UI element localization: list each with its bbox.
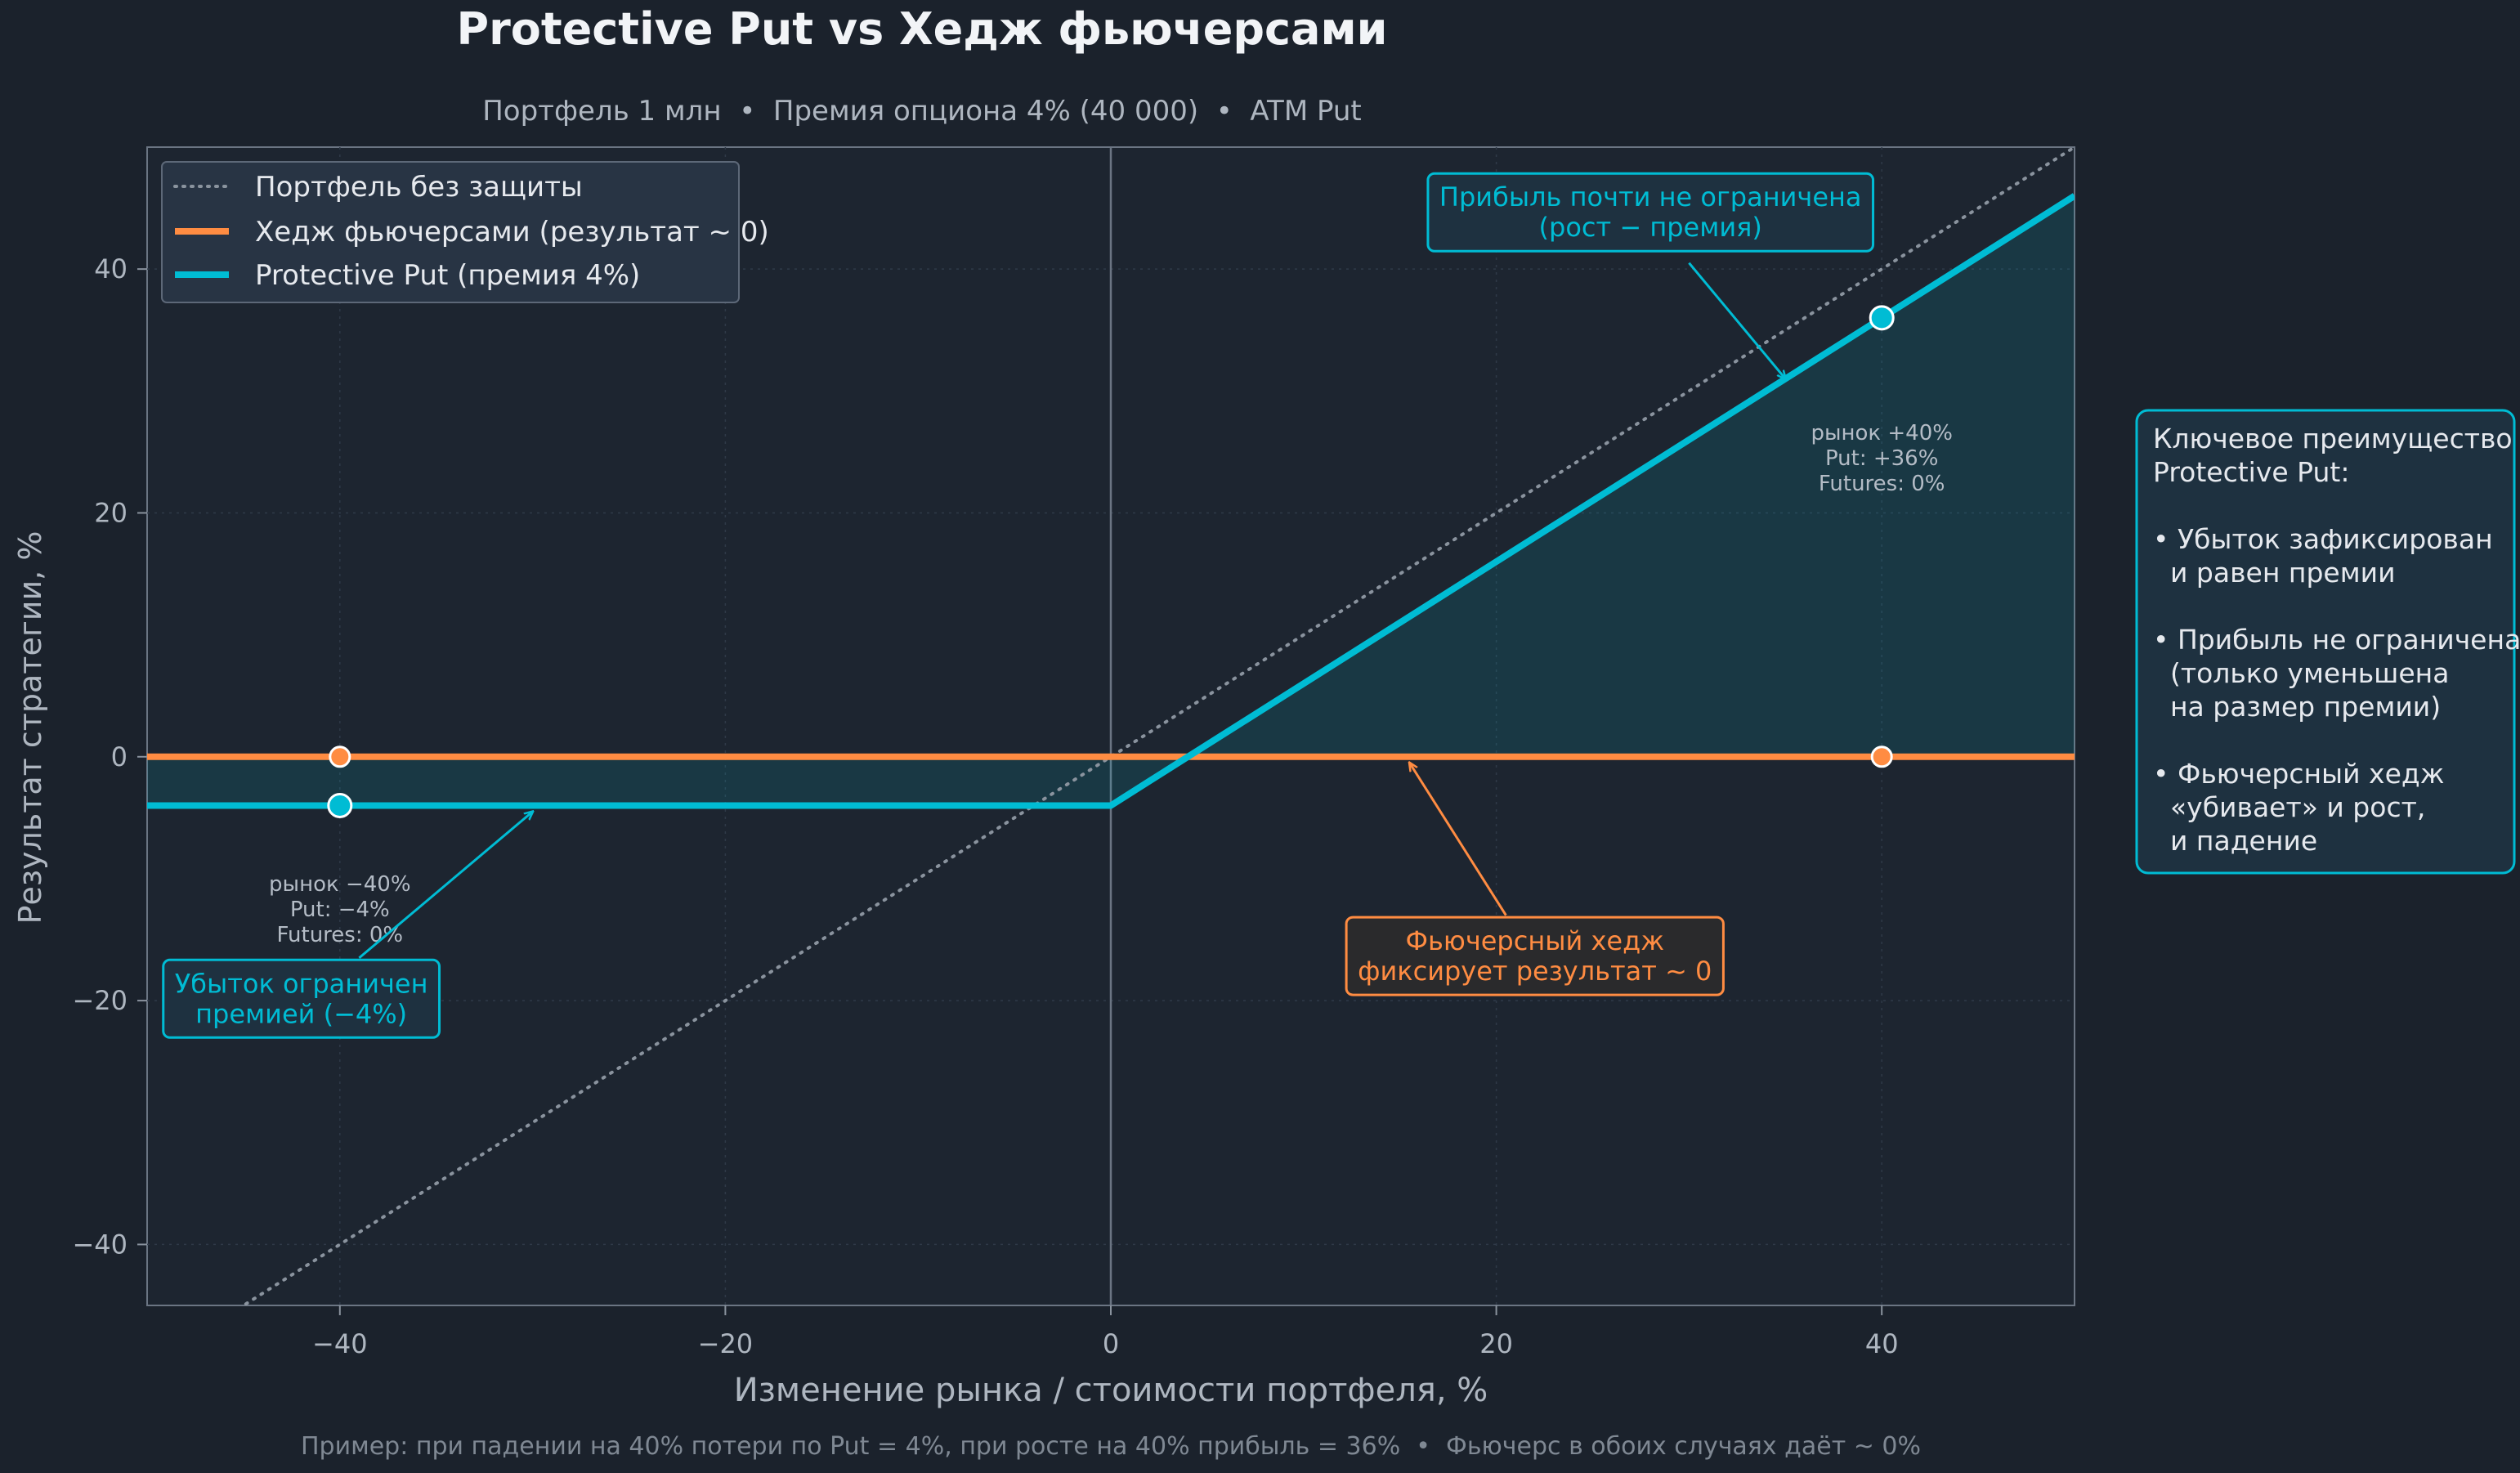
data-point-marker	[327, 792, 353, 818]
annotation-callout: Убыток ограничен премией (−4%)	[162, 958, 441, 1039]
side-note-text: Ключевое преимущество Protective Put: • У…	[2153, 423, 2520, 857]
legend-label-put: Protective Put (премия 4%)	[255, 259, 640, 292]
annotation-layer: Прибыль почти не ограничена (рост − преми…	[162, 172, 1875, 1039]
point-note-line: Put: +36%	[1825, 446, 1939, 471]
series-layer	[147, 147, 2075, 1305]
data-point-marker	[1870, 745, 1893, 768]
y-tick-label: 0	[111, 741, 128, 772]
data-point-marker	[329, 745, 351, 768]
annotation-text: Фьючерсный хедж фиксирует результат ~ 0	[1358, 925, 1712, 987]
annotation-text: Убыток ограничен премией (−4%)	[175, 968, 428, 1029]
data-point-marker	[1869, 305, 1895, 331]
side-note-line: Ключевое преимущество	[2153, 423, 2513, 454]
marker-layer	[327, 305, 1895, 818]
x-tick-label: −40	[312, 1328, 368, 1359]
side-note-line: «убивает» и рост,	[2153, 791, 2425, 823]
annotation-callout: Фьючерсный хедж фиксирует результат ~ 0	[1345, 916, 1725, 996]
fill-layer	[147, 195, 2075, 806]
x-tick-label: 20	[1479, 1328, 1513, 1359]
point-note: рынок +40% Put: +36% Futures: 0%	[1811, 421, 1952, 496]
annotation-arrow	[358, 812, 532, 960]
legend-box	[161, 161, 740, 303]
annotation-box	[1345, 916, 1725, 996]
side-note-line: • Прибыль не ограничена	[2153, 624, 2520, 656]
point-note-line: Futures: 0%	[1819, 472, 1945, 496]
y-tick-label: −40	[72, 1229, 128, 1260]
point-note: рынок −40% Put: −4% Futures: 0%	[269, 872, 410, 947]
point-note-line: рынок −40%	[269, 872, 410, 897]
annotation-text-line: Прибыль почти не ограничена	[1439, 181, 1862, 213]
series-put-line	[147, 193, 2075, 809]
x-axis-label: Изменение рынка / стоимости портфеля, %	[734, 1372, 1488, 1409]
footnote: Пример: при падении на 40% потери по Put…	[301, 1432, 1921, 1461]
y-tick-label: 40	[94, 253, 128, 284]
side-note-line	[2153, 490, 2162, 522]
chart-subtitle: Портфель 1 млн • Премия опциона 4% (40 0…	[482, 95, 1362, 128]
annotation-text-line: Фьючерсный хедж	[1405, 925, 1664, 956]
put-vs-futures-fill	[147, 195, 2075, 806]
point-note-line: Futures: 0%	[276, 923, 403, 947]
y-tick-label: 20	[94, 497, 128, 528]
grid-layer	[147, 147, 2075, 1305]
annotation-text-line: Убыток ограничен	[175, 968, 428, 999]
y-axis-label: Результат стратегии, %	[12, 531, 48, 925]
legend-label-futures: Хедж фьючерсами (результат ~ 0)	[255, 216, 769, 248]
legend: Портфель без защиты Хедж фьючерсами (рез…	[161, 161, 769, 303]
y-tick-label: −20	[72, 985, 128, 1016]
point-note-line: Put: −4%	[290, 898, 390, 922]
annotation-text-line: премией (−4%)	[195, 998, 407, 1029]
x-tick-label: 40	[1865, 1328, 1899, 1359]
chart-title: Protective Put vs Хедж фьючерсами	[457, 3, 1388, 55]
note-layer: рынок −40% Put: −4% Futures: 0%рынок +40% P…	[269, 421, 1953, 947]
annotation-text: Прибыль почти не ограничена (рост − преми…	[1439, 181, 1862, 243]
side-note: Ключевое преимущество Protective Put: • У…	[2135, 409, 2520, 875]
side-note-line: и падение	[2153, 825, 2317, 857]
annotation-arrow	[1409, 763, 1507, 916]
tick-layer: −40 −20 0 20 40 −40 −20 0 20 40	[72, 253, 1898, 1359]
annotation-text-line: фиксирует результат ~ 0	[1358, 956, 1712, 987]
side-note-line	[2153, 724, 2162, 756]
annotation-text-line: (рост − премия)	[1539, 212, 1762, 243]
legend-label-unprotected: Портфель без защиты	[255, 171, 583, 204]
side-note-line: Protective Put:	[2153, 456, 2349, 488]
annotation-box	[1426, 172, 1875, 253]
annotation-box	[162, 958, 441, 1039]
side-note-line: (только уменьшена	[2153, 657, 2449, 689]
x-tick-label: −20	[698, 1328, 754, 1359]
side-note-line	[2153, 590, 2162, 622]
side-note-line: • Фьючерсный хедж	[2153, 758, 2444, 790]
x-tick-label: 0	[1103, 1328, 1119, 1359]
side-note-line: и равен премии	[2153, 557, 2396, 589]
side-note-box	[2135, 409, 2516, 875]
side-note-line: • Убыток зафиксирован	[2153, 523, 2493, 555]
point-note-line: рынок +40%	[1811, 421, 1952, 445]
side-note-line: на размер премии)	[2153, 691, 2441, 723]
annotation-arrow	[1688, 262, 1785, 379]
annotation-callout: Прибыль почти не ограничена (рост − преми…	[1426, 172, 1875, 253]
